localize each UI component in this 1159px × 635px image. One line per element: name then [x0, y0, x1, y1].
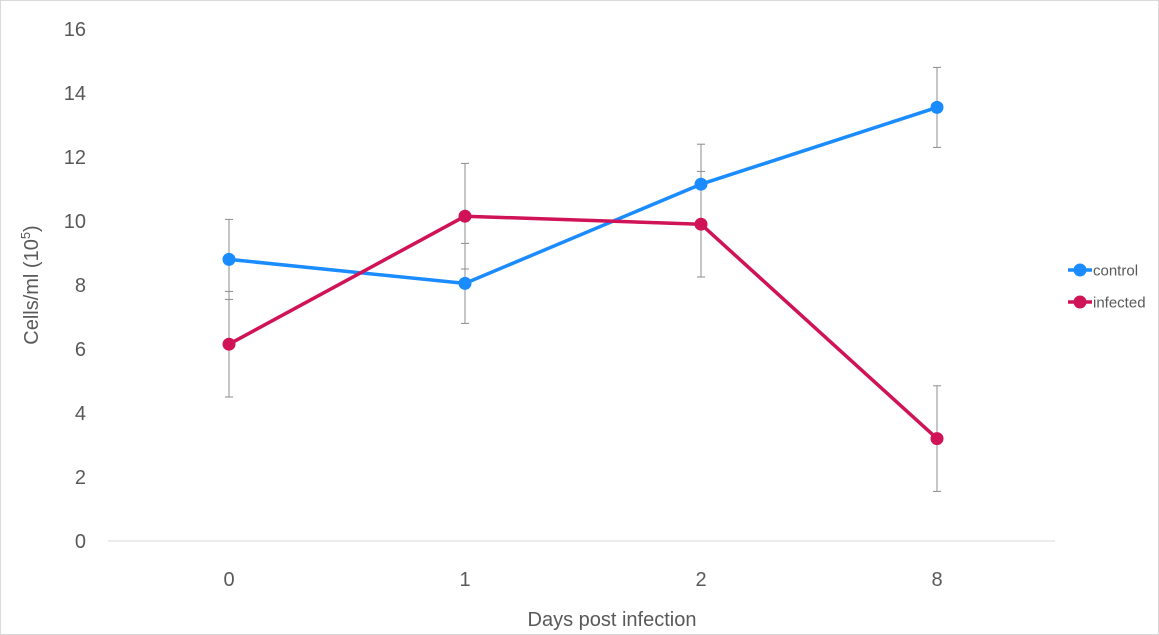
data-point-control — [930, 100, 944, 114]
x-tick-label: 2 — [695, 569, 706, 591]
y-tick-label: 6 — [75, 339, 86, 361]
legend-label-control: control — [1093, 263, 1138, 280]
data-point-control — [222, 252, 236, 266]
y-tick-label: 14 — [64, 83, 86, 105]
series-line-infected — [227, 214, 939, 441]
y-tick-label: 4 — [75, 403, 86, 425]
data-point-infected — [930, 432, 944, 446]
x-tick-label: 8 — [931, 569, 942, 591]
data-point-infected — [222, 337, 236, 351]
x-tick-label: 1 — [459, 569, 470, 591]
legend-marker-infected — [1073, 295, 1087, 309]
y-tick-label: 0 — [75, 531, 86, 553]
legend: control infected — [1068, 263, 1146, 312]
data-point-infected — [458, 209, 472, 223]
y-axis-title-close: ) — [21, 225, 43, 232]
y-axis-title-superscript: 5 — [18, 232, 33, 239]
series-points — [222, 100, 944, 446]
series-lines — [227, 105, 939, 441]
y-tick-label: 10 — [64, 211, 86, 233]
data-point-infected — [694, 217, 708, 231]
legend-label-infected: infected — [1093, 295, 1146, 312]
x-tick-label: 0 — [223, 569, 234, 591]
y-axis-title: Cells/ml (105) — [18, 225, 43, 344]
y-axis-ticks: 0 2 4 6 8 10 12 14 16 — [64, 19, 86, 553]
y-tick-label: 2 — [75, 467, 86, 489]
data-point-control — [694, 177, 708, 191]
x-axis-title: Days post infection — [528, 609, 697, 631]
y-tick-label: 8 — [75, 275, 86, 297]
legend-marker-control — [1073, 263, 1087, 277]
series-line-control — [227, 105, 939, 286]
data-point-control — [458, 276, 472, 290]
y-tick-label: 16 — [64, 19, 86, 41]
y-tick-label: 12 — [64, 147, 86, 169]
x-axis: 0 1 2 8 — [108, 540, 1055, 591]
